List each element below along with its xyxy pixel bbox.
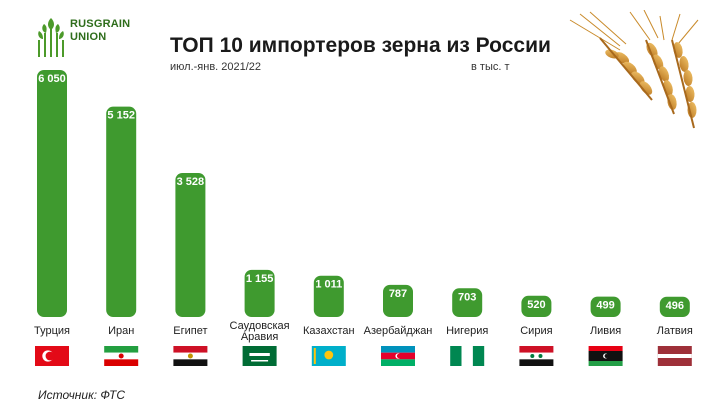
bar-3 [244,269,275,317]
category-label-line: Азербайджан [364,325,433,337]
category-label-line: Саудовская [230,320,290,332]
category-label-line: Турция [34,325,70,337]
bar-2 [175,172,206,317]
source-note: Источник: ФТС [38,388,125,402]
unit-label: в тыс. т [471,61,510,73]
iran-flag-icon [104,346,139,366]
libya-flag-icon [588,346,623,366]
chart-title: ТОП 10 импортеров зерна из России [170,34,551,57]
bar-7 [521,295,552,317]
category-label-line: Латвия [657,325,693,337]
category-label-line: Нигерия [446,325,488,337]
category-label-0: Турция [34,325,70,337]
syria-flag-icon [519,346,554,366]
wheat-logo-icon [38,18,64,57]
azerbaijan-flag-icon [381,346,415,366]
category-label-line: Ливия [590,325,621,337]
bar-9 [659,296,690,317]
category-label-8: Ливия [590,325,621,337]
bar-1 [106,106,137,318]
bar-8 [590,296,621,317]
egypt-flag-icon [173,346,208,366]
chart-subtitle: июл.-янв. 2021/22 [170,61,262,73]
value-label-2: 3 528 [177,176,205,188]
turkey-flag-icon [35,346,69,366]
category-label-9: Латвия [657,325,693,337]
category-label-1: Иран [108,325,134,337]
category-label-line: Египет [173,325,207,337]
category-label-line: Казахстан [303,325,355,337]
value-label-9: 496 [666,300,684,312]
latvia-flag-icon [657,346,692,366]
value-label-6: 703 [458,291,476,303]
wheat-ears-illustration [569,10,699,129]
kazakhstan-flag-icon [311,346,346,366]
value-label-5: 787 [389,288,407,300]
rusgrain-union-logo: RUSGRAIN UNION [34,16,164,76]
value-label-8: 499 [596,300,614,312]
category-label-line: Иран [108,325,134,337]
value-label-3: 1 155 [246,273,274,285]
bar-0 [37,70,67,317]
saudi-arabia-flag-icon [242,346,277,366]
brand-line1: RUSGRAIN [70,18,131,30]
category-label-3: Саудовская Аравия [230,320,290,343]
value-label-0: 6 050 [38,73,66,85]
category-label-6: Нигерия [446,325,488,337]
bar-5 [383,284,413,317]
category-label-line: Сирия [520,325,552,337]
bar-4 [313,275,344,317]
value-label-7: 520 [527,299,545,311]
bar-6 [452,288,483,317]
value-label-1: 5 152 [107,110,135,122]
category-label-2: Египет [173,325,207,337]
nigeria-flag-icon [450,346,485,366]
value-label-4: 1 011 [315,279,342,291]
brand-name: RUSGRAIN UNION [70,18,130,44]
brand-line2: UNION [70,31,107,43]
category-label-7: Сирия [520,325,552,337]
category-label-line: Аравия [241,331,279,343]
category-label-4: Казахстан [303,325,355,337]
category-label-5: Азербайджан [364,325,433,337]
